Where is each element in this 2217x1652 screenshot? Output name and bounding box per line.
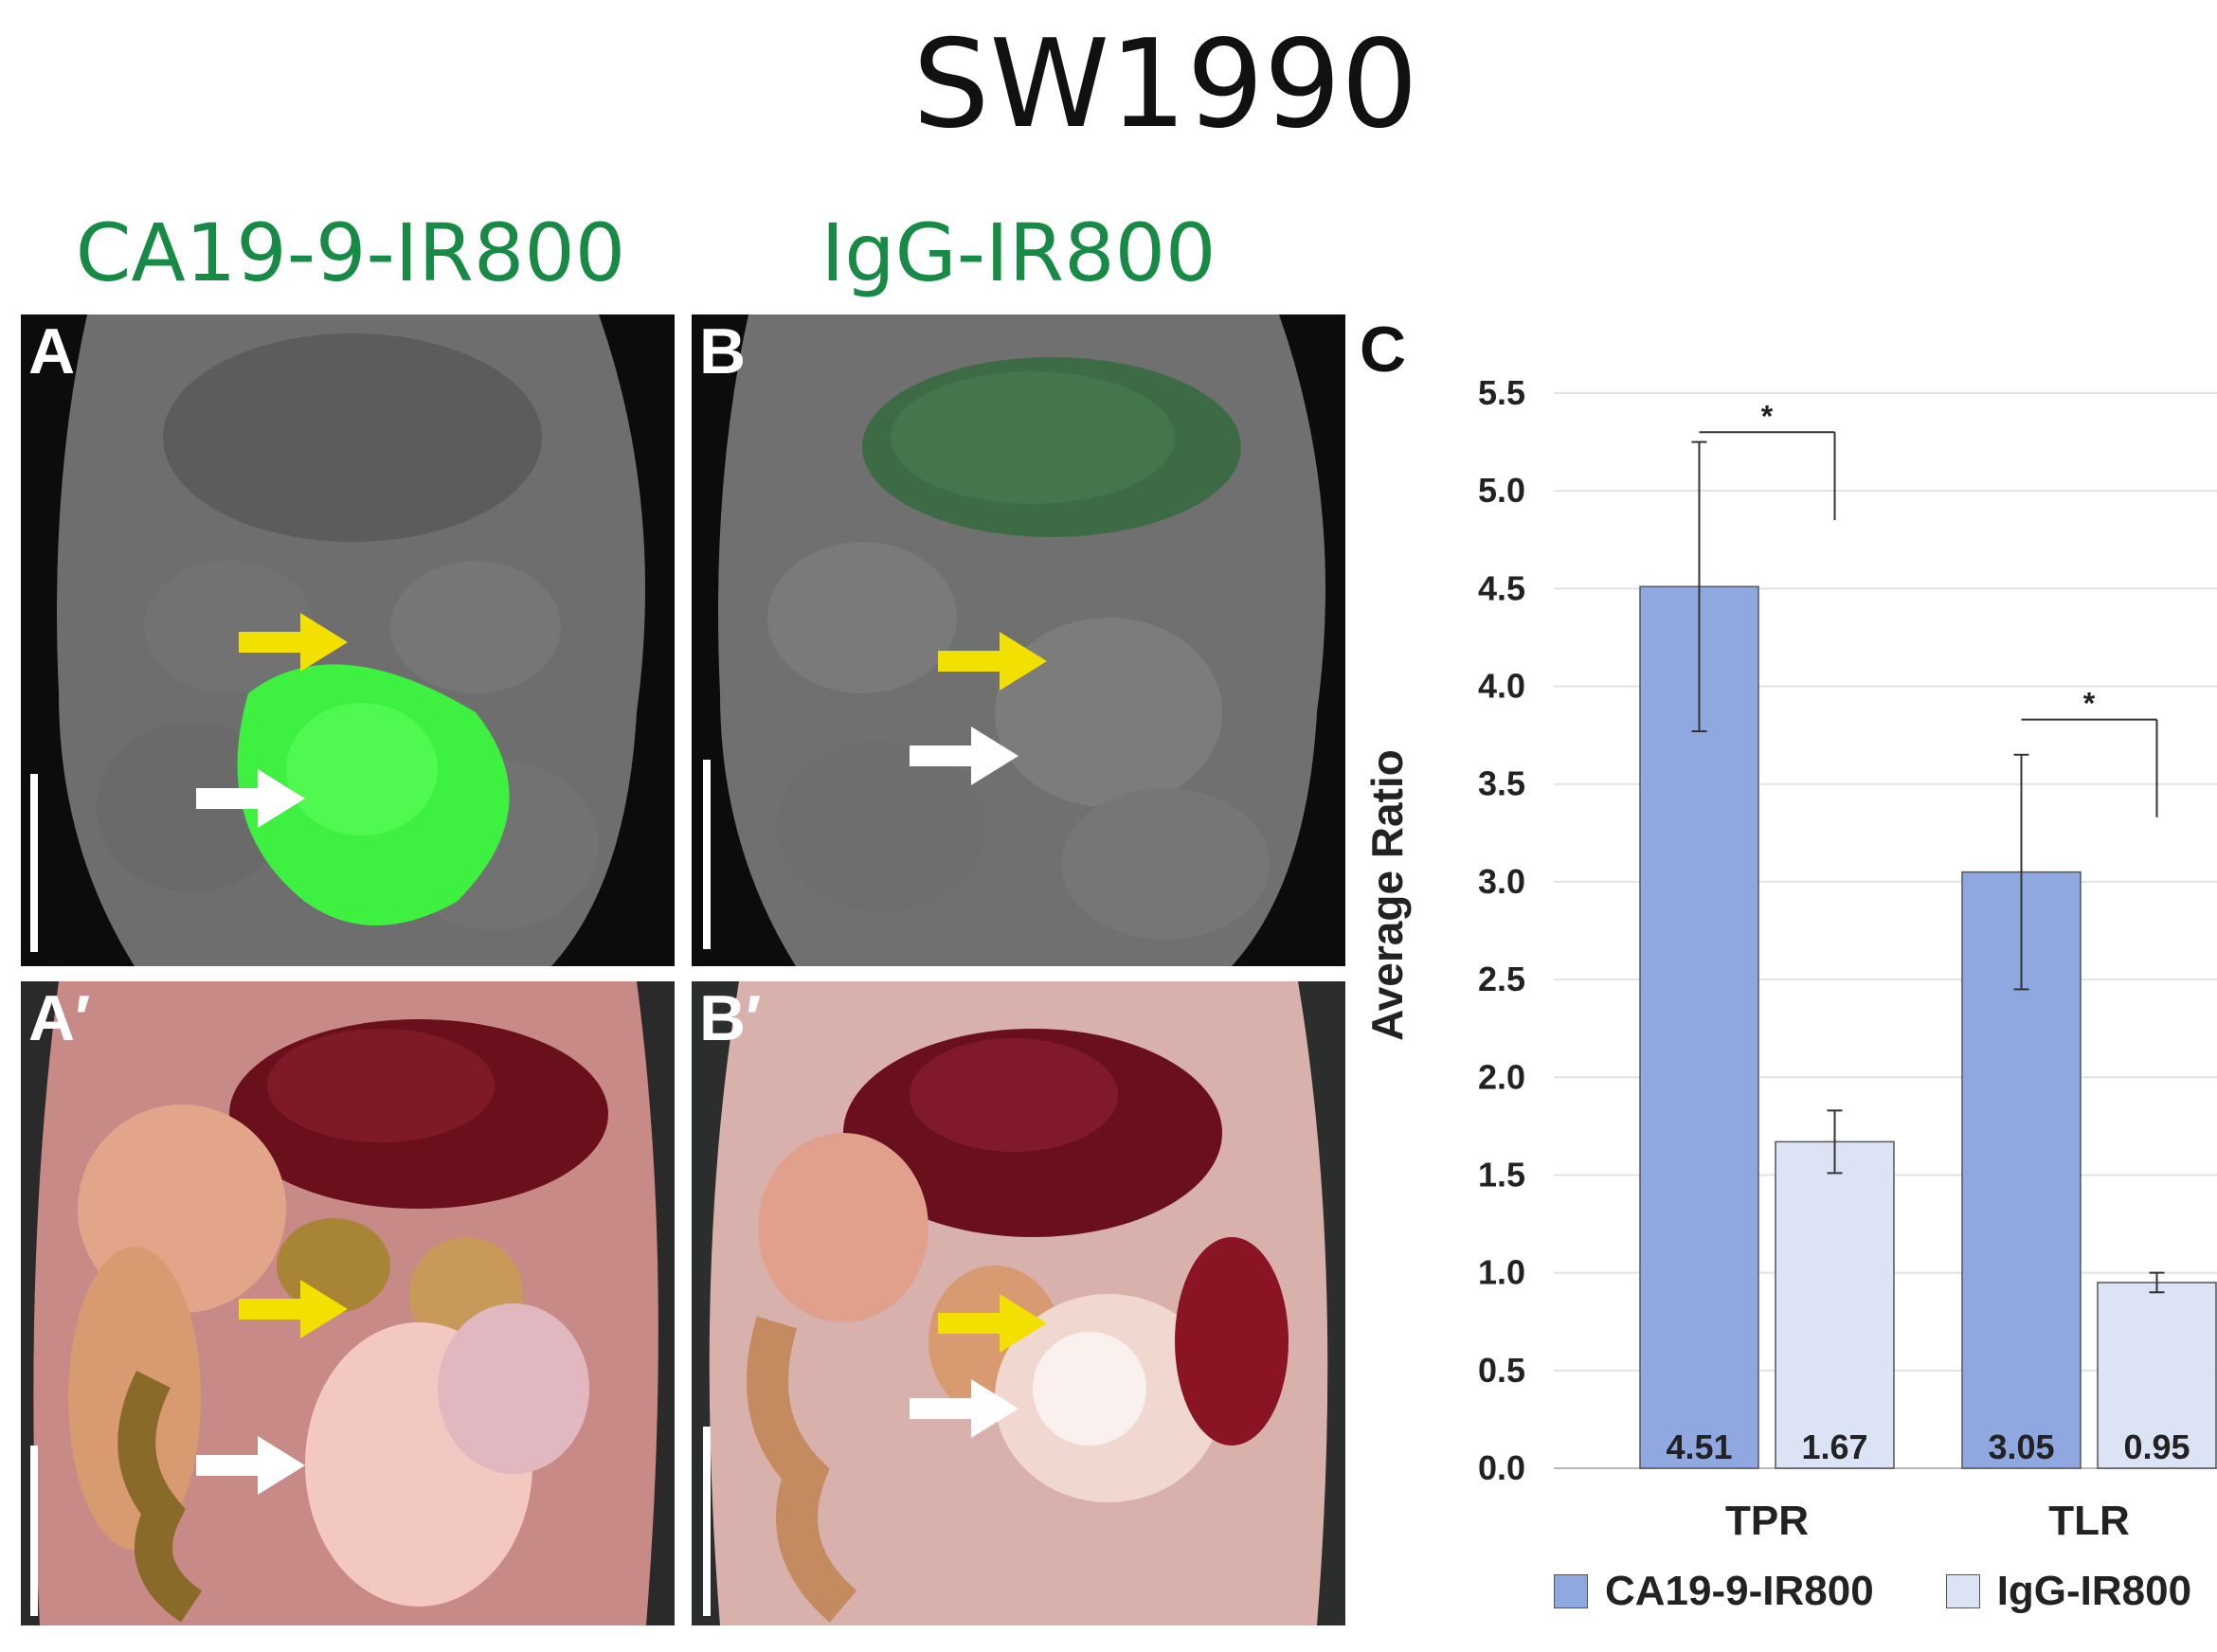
significance-bracket (2021, 718, 2158, 817)
data-label: 0.95 (2123, 1428, 2190, 1466)
yellow-arrow-icon (938, 632, 1047, 691)
panel-label-a: A (28, 315, 76, 387)
bar-chart: Average Ratio 0.0 0.5 1.0 1.5 2.0 2.5 3.0 3.5 4.… (1362, 373, 2217, 1544)
scale-bar (703, 760, 711, 949)
y-axis-label: Average Ratio (1362, 749, 1412, 1041)
error-bar (2013, 753, 2029, 991)
data-label: 3.05 (1988, 1428, 2054, 1466)
bar (1775, 1140, 1895, 1469)
y-tick-label: 0.5 (1478, 1351, 1525, 1390)
panel-b-fluorescence-image: B (692, 314, 1345, 966)
error-bar (1827, 1109, 1843, 1175)
panel-a-prime-brightfield-image: A′ (21, 981, 675, 1625)
legend-label-igg: IgG-IR800 (1996, 1568, 2192, 1614)
panel-b-prime-brightfield-image: B′ (692, 981, 1345, 1625)
y-tick-label: 4.0 (1478, 667, 1525, 706)
chart-legend: CA19-9-IR800 IgG-IR800 (1554, 1568, 2191, 1615)
x-tick-label: TPR (1725, 1498, 1809, 1544)
y-tick-label: 2.0 (1478, 1057, 1525, 1096)
y-tick-label: 5.5 (1478, 373, 1525, 412)
y-tick-label: 3.5 (1478, 764, 1525, 803)
y-tick-label: 5.0 (1478, 471, 1525, 510)
col-title-ca19-9: CA19-9-IR800 (75, 206, 626, 299)
error-bar (2149, 1271, 2165, 1294)
yellow-arrow-icon (938, 1294, 1047, 1353)
scale-bar (30, 1446, 38, 1616)
figure-title: SW1990 (912, 14, 1418, 155)
data-label: 1.67 (1801, 1428, 1867, 1466)
yellow-arrow-icon (239, 1280, 348, 1338)
y-tick-label: 1.0 (1478, 1253, 1525, 1292)
panel-a-fluorescence-image: A (21, 314, 675, 966)
col-title-igg: IgG-IR800 (820, 206, 1217, 299)
legend-swatch-ca19-9 (1554, 1574, 1588, 1608)
panel-label-b-prime: B′ (699, 982, 762, 1054)
bar (1639, 585, 1759, 1469)
y-tick-label: 3.0 (1478, 862, 1525, 901)
significance-star: * (1761, 399, 1774, 433)
bar (2097, 1282, 2217, 1469)
white-arrow-icon (196, 1436, 305, 1495)
white-arrow-icon (910, 727, 1018, 785)
panel-label-b: B (699, 315, 747, 387)
significance-bracket (1699, 431, 1836, 521)
y-tick-label: 4.5 (1478, 568, 1525, 607)
panel-label-a-prime: A′ (28, 982, 91, 1054)
scale-bar (703, 1427, 711, 1616)
y-tick-label: 2.5 (1478, 960, 1525, 998)
legend-label-ca19-9: CA19-9-IR800 (1605, 1568, 1874, 1614)
white-arrow-icon (196, 769, 305, 828)
y-tick-label: 1.5 (1478, 1155, 1525, 1194)
panel-label-c: C (1360, 314, 1407, 386)
legend-swatch-igg (1945, 1574, 1980, 1608)
white-arrow-icon (910, 1379, 1018, 1438)
scale-bar (30, 774, 38, 952)
yellow-arrow-icon (239, 613, 348, 672)
data-label: 4.51 (1666, 1428, 1732, 1466)
significance-star: * (2083, 687, 2096, 721)
y-tick-label: 0.0 (1478, 1448, 1525, 1487)
error-bar (1691, 440, 1707, 733)
x-tick-label: TLR (2048, 1498, 2130, 1544)
